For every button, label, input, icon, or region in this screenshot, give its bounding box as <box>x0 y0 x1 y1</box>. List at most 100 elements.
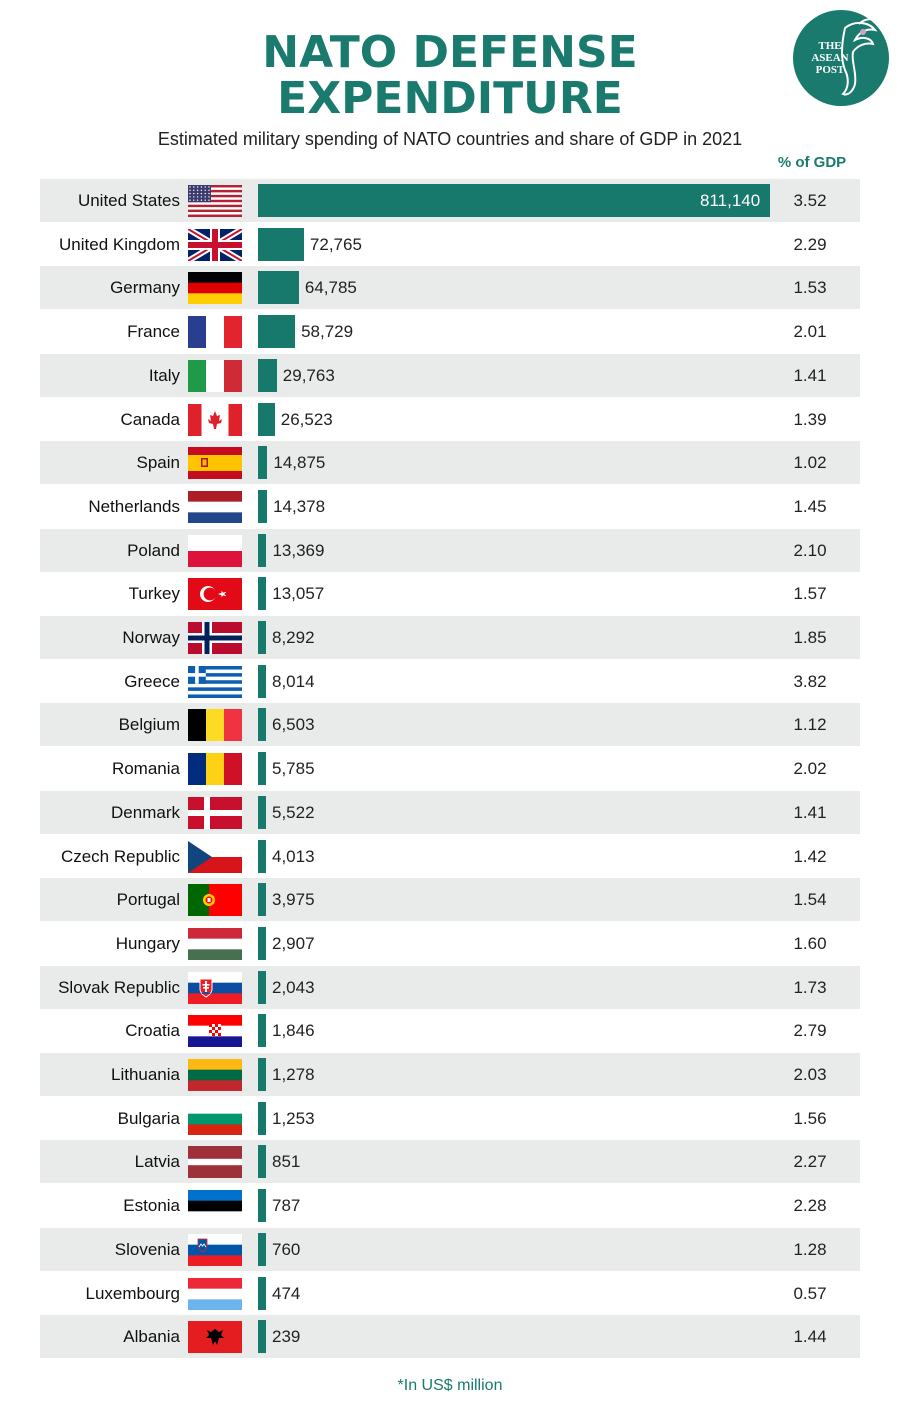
latvia-flag-icon <box>188 1146 242 1179</box>
turkey-flag-icon <box>188 578 242 611</box>
table-row: Norway 8,292 1.85 <box>40 616 860 659</box>
gdp-share-label: 1.02 <box>793 453 827 473</box>
value-label: 787 <box>272 1196 301 1216</box>
title-line-2: EXPENDITURE <box>277 73 623 124</box>
bar <box>258 1276 266 1310</box>
bar <box>258 227 304 261</box>
table-row: Slovak Republic 2,043 1.73 <box>40 965 860 1009</box>
bar <box>258 489 268 523</box>
luxembourg-flag-icon <box>188 1277 242 1310</box>
logo-line-3: POST <box>815 64 845 76</box>
bar <box>258 271 299 305</box>
table-row: Italy 29,763 1.41 <box>40 353 860 397</box>
value-label: 29,763 <box>282 365 335 385</box>
country-label: Germany <box>110 278 180 298</box>
footnote: *In US$ million <box>397 1377 503 1394</box>
gdp-share-label: 1.41 <box>793 365 827 385</box>
bar <box>258 577 267 611</box>
country-label: United Kingdom <box>59 234 180 254</box>
value-label: 1,253 <box>272 1108 315 1128</box>
table-row: United Kingdom 72,765 2.29 <box>40 222 860 266</box>
gdp-share-label: 1.60 <box>793 933 827 953</box>
table-row: Poland 13,369 2.10 <box>40 528 860 572</box>
table-row: Slovenia 760 1.28 <box>40 1227 860 1271</box>
bar <box>258 883 266 917</box>
table-row: Germany 64,785 1.53 <box>40 266 860 310</box>
country-label: Netherlands <box>88 496 180 516</box>
gdp-share-label: 2.27 <box>793 1152 827 1172</box>
value-label: 2,907 <box>272 933 315 953</box>
bar <box>258 402 275 436</box>
bar <box>258 926 266 960</box>
uk-flag-icon <box>188 228 242 261</box>
value-label: 8,292 <box>272 628 315 647</box>
country-label: Portugal <box>116 890 180 910</box>
bar <box>258 1232 266 1266</box>
gdp-share-label: 1.41 <box>793 802 827 822</box>
gdp-share-label: 1.56 <box>793 1108 827 1128</box>
bar <box>258 752 266 786</box>
gdp-share-label: 2.03 <box>793 1065 827 1084</box>
country-label: Spain <box>136 453 180 473</box>
france-flag-icon <box>188 316 242 349</box>
table-row: Croatia 1,846 2.79 <box>40 1009 860 1053</box>
croatia-flag-icon <box>188 1015 242 1048</box>
country-label: Norway <box>122 628 180 647</box>
slovakia-flag-icon <box>188 971 242 1004</box>
value-label: 13,057 <box>272 584 325 604</box>
gdp-share-label: 2.79 <box>793 1021 827 1041</box>
bulgaria-flag-icon <box>188 1102 242 1135</box>
table-row: Netherlands 14,378 1.45 <box>40 484 860 528</box>
poland-flag-icon <box>188 534 242 567</box>
country-label: Poland <box>127 540 180 560</box>
logo-line-2: ASEAN <box>811 52 849 64</box>
bar <box>258 1145 266 1179</box>
table-row: Luxembourg 474 0.57 <box>40 1271 860 1315</box>
country-label: Canada <box>120 409 180 429</box>
chart-title: NATO DEFENSE EXPENDITURE <box>0 30 900 122</box>
bar <box>258 708 266 742</box>
romania-flag-icon <box>188 753 242 786</box>
gdp-share-label: 1.39 <box>793 409 827 429</box>
bar <box>258 795 266 829</box>
bar <box>258 664 266 698</box>
country-label: Turkey <box>128 584 180 604</box>
country-label: Latvia <box>134 1152 180 1172</box>
table-row: Spain 14,875 1.02 <box>40 441 860 485</box>
table-row: Hungary 2,907 1.60 <box>40 921 860 965</box>
country-label: Hungary <box>115 933 180 953</box>
country-label: Czech Republic <box>60 846 180 866</box>
gdp-share-label: 1.12 <box>793 715 827 735</box>
table-row: United States 811,140 3.52 <box>40 179 860 222</box>
table-row: Turkey 13,057 1.57 <box>40 572 860 616</box>
belgium-flag-icon <box>188 709 242 742</box>
bar <box>258 1058 266 1091</box>
value-label: 1,846 <box>272 1021 315 1041</box>
table-row: Latvia 851 2.27 <box>40 1140 860 1184</box>
hungary-flag-icon <box>188 927 242 960</box>
value-label: 2,043 <box>272 977 315 997</box>
table-row: Czech Republic 4,013 1.42 <box>40 834 860 878</box>
value-label: 26,523 <box>280 409 333 429</box>
gdp-share-label: 1.85 <box>793 628 827 647</box>
greece-flag-icon <box>188 665 242 698</box>
value-label: 58,729 <box>301 322 354 342</box>
value-label: 6,503 <box>272 715 315 735</box>
gdp-share-label: 1.54 <box>793 890 827 910</box>
gdp-share-label: 1.28 <box>793 1239 827 1259</box>
bar <box>258 1320 266 1354</box>
title-line-1: NATO DEFENSE <box>262 27 638 78</box>
italy-flag-icon <box>188 359 242 392</box>
germany-flag-icon <box>188 272 242 305</box>
bar <box>258 184 770 217</box>
lithuania-flag-icon <box>188 1059 242 1091</box>
bar <box>258 446 268 480</box>
norway-flag-icon <box>188 622 242 654</box>
chart-subtitle: Estimated military spending of NATO coun… <box>157 129 743 149</box>
gdp-share-label: 3.82 <box>793 671 827 691</box>
value-label: 72,765 <box>309 234 362 254</box>
bar-chart: United States 811,140 3.52 United Kingdom 72… <box>40 179 860 1359</box>
bar <box>258 1014 266 1048</box>
us-flag-icon <box>188 185 242 217</box>
country-label: Bulgaria <box>117 1108 180 1128</box>
